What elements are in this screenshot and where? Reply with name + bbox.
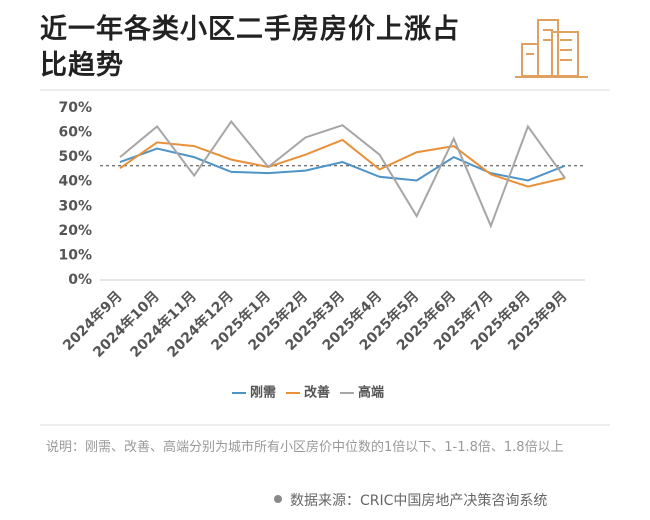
y-tick-label: 40% [58,174,92,190]
y-tick-label: 10% [58,247,92,263]
legend-label: 高端 [358,385,384,401]
source: 数据来源：CRIC中国房地产决策咨询系统 [290,493,548,509]
legend-label: 改善 [304,385,330,401]
y-tick-label: 20% [58,223,92,239]
bullet [274,495,282,503]
legend-label: 刚需 [250,386,276,401]
note: 说明：刚需、改善、高端分别为城市所有小区房价中位数的1倍以下、1-1.8倍、1.… [46,440,564,455]
series-line [119,138,566,188]
y-tick-label: 0% [68,272,92,288]
series-line [119,119,566,229]
y-tick-label: 60% [58,125,92,141]
y-tick-label: 30% [58,198,92,214]
icon [515,19,588,78]
y-tick-label: 50% [58,149,92,165]
chart-title: 近一年各类小区二手房房价上涨占比趋势 [40,14,460,81]
y-tick-label: 70% [58,100,92,116]
